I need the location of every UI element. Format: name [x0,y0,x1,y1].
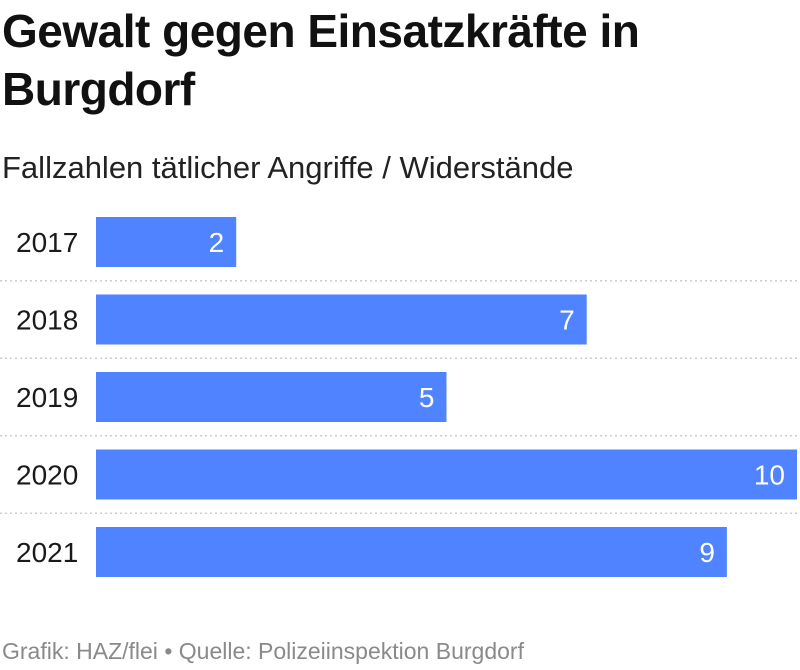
value-label: 10 [754,460,785,491]
bar-chart: 2017 2 2018 7 2019 5 2020 10 2021 9 [0,217,800,577]
footer-separator: • [164,638,173,664]
category-label: 2021 [16,537,78,568]
footer-credit: Grafik: HAZ/flei [2,638,158,664]
category-label: 2019 [16,382,78,413]
bar [96,372,447,422]
value-label: 5 [419,382,435,413]
chart-subtitle: Fallzahlen tätlicher Angriffe / Widerstä… [2,150,574,185]
bar [96,527,727,577]
value-label: 2 [209,227,225,258]
footer-source: Quelle: Polizeiinspektion Burgdorf [178,638,524,664]
value-label: 7 [559,305,575,336]
category-label: 2018 [16,305,78,336]
category-label: 2020 [16,460,78,491]
bar [96,449,797,500]
bar [96,294,587,345]
category-label: 2017 [16,227,78,258]
bar [96,217,237,267]
chart-title: Gewalt gegen Einsatzkräfte in Burgdorf [2,5,640,115]
chart-footer: Grafik: HAZ/flei • Quelle: Polizeiinspek… [2,636,524,666]
value-label: 9 [699,537,715,568]
